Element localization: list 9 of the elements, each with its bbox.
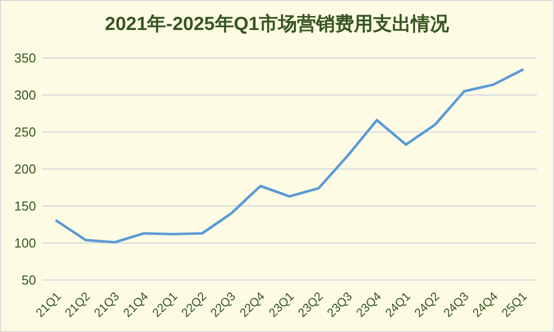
title: 2021年-2025年Q1市场营销费用支出情况 [104,14,450,35]
y-tick-label: 50 [22,272,36,288]
y-tick-label: 300 [14,88,36,102]
line-series [55,68,524,244]
y-tick-label: 150 [14,198,36,214]
y-tick-label: 350 [14,50,36,66]
y-tick-label: 100 [14,236,36,250]
y-tick-label: 200 [14,162,36,176]
y-tick-label: 250 [14,124,36,140]
